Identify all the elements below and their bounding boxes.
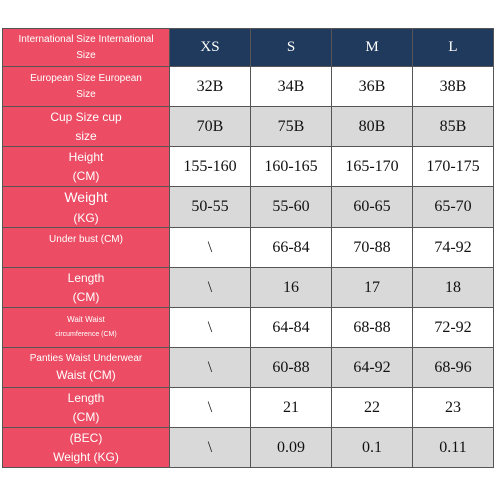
table-cell: 75B <box>250 106 332 147</box>
table-cell: 60-65 <box>331 185 413 229</box>
table-cell: 72-92 <box>412 307 494 349</box>
row-label-line1: (BEC) <box>69 431 103 446</box>
row-label-length-bottom: Length (CM) <box>2 387 170 429</box>
table-cell: \ <box>169 267 251 309</box>
row-label-line2: Weight (KG) <box>53 449 119 464</box>
table-cell: 55-60 <box>250 185 332 229</box>
table-cell: 23 <box>412 387 494 429</box>
row-label-bec-weight: (BEC) Weight (KG) <box>2 427 170 469</box>
size-chart-table: International Size International Size XS… <box>2 28 494 469</box>
row-label-line1: European Size European <box>30 73 142 84</box>
table-row: Cup Size cup size 70B 75B 80B 85B <box>2 106 494 147</box>
row-label-european-size: European Size European Size <box>2 66 170 107</box>
table-cell: 170-175 <box>412 146 494 187</box>
row-label-line2: size <box>75 128 97 143</box>
table-cell: 66-84 <box>250 227 332 269</box>
table-cell: 60-88 <box>250 347 332 389</box>
table-cell: 165-170 <box>331 146 413 187</box>
table-row: Weight (KG) 50-55 55-60 60-65 65-70 <box>2 185 494 229</box>
table-cell: \ <box>169 427 251 469</box>
table-cell: 70B <box>169 106 251 147</box>
table-cell: \ <box>169 387 251 429</box>
table-cell: 70-88 <box>331 227 413 269</box>
size-header-m: M <box>331 28 413 67</box>
table-row: Height (CM) 155-160 160-165 165-170 170-… <box>2 146 494 187</box>
row-label-line1: Length <box>67 391 105 406</box>
table-cell: 85B <box>412 106 494 147</box>
row-label-line2: (CM) <box>72 168 100 183</box>
row-label-waist-circumference: Wait Waist circumference (CM) <box>2 307 170 349</box>
table-cell: 0.09 <box>250 427 332 469</box>
size-header-l: L <box>412 28 494 67</box>
table-cell: 155-160 <box>169 146 251 187</box>
size-header-s: S <box>250 28 332 67</box>
table-row: Under bust (CM) \ 66-84 70-88 74-92 <box>2 227 494 269</box>
table-row: Length (CM) \ 21 22 23 <box>2 387 494 429</box>
header-label-cell: International Size International Size <box>2 28 170 67</box>
table-cell: 160-165 <box>250 146 332 187</box>
row-label-length-top: Length (CM) <box>2 267 170 309</box>
table-row: Wait Waist circumference (CM) \ 64-84 68… <box>2 307 494 349</box>
size-header-xs: XS <box>169 28 251 67</box>
row-label-under-bust: Under bust (CM) <box>2 227 170 269</box>
row-label-line2: (KG) <box>73 210 99 225</box>
row-label-panties-waist: Panties Waist Underwear Waist (CM) <box>2 347 170 389</box>
row-label-line2: (CM) <box>72 409 100 424</box>
row-label-line1: Weight <box>64 189 108 205</box>
table-row: European Size European Size 32B 34B 36B … <box>2 66 494 107</box>
table-cell: \ <box>169 227 251 269</box>
table-cell: 64-92 <box>331 347 413 389</box>
table-cell: 68-88 <box>331 307 413 349</box>
row-label-weight: Weight (KG) <box>2 185 170 229</box>
table-cell: 74-92 <box>412 227 494 269</box>
table-cell: 17 <box>331 267 413 309</box>
table-cell: 22 <box>331 387 413 429</box>
table-cell: 80B <box>331 106 413 147</box>
header-row: International Size International Size XS… <box>2 28 494 67</box>
row-label-line1: Panties Waist Underwear <box>29 352 143 364</box>
row-label-line2: Waist (CM) <box>56 368 116 383</box>
table-cell: 18 <box>412 267 494 309</box>
row-label-line1: Height <box>68 149 104 164</box>
table-row: (BEC) Weight (KG) \ 0.09 0.1 0.11 <box>2 427 494 469</box>
table-cell: \ <box>169 307 251 349</box>
table-row: Length (CM) \ 16 17 18 <box>2 267 494 309</box>
row-label-line1: Length <box>67 271 105 286</box>
row-label-line1: Under bust (CM) <box>49 234 123 246</box>
row-label-line2: circumference (CM) <box>55 331 117 339</box>
table-cell: 36B <box>331 66 413 107</box>
table-cell: 65-70 <box>412 185 494 229</box>
row-label-line2: Size <box>76 88 96 100</box>
table-cell: 0.1 <box>331 427 413 469</box>
table-cell: \ <box>169 347 251 389</box>
table-cell: 68-96 <box>412 347 494 389</box>
row-label-line2: (CM) <box>72 289 100 304</box>
table-cell: 34B <box>250 66 332 107</box>
table-row: Panties Waist Underwear Waist (CM) \ 60-… <box>2 347 494 389</box>
header-label-line2: Size <box>76 49 96 61</box>
table-cell: 21 <box>250 387 332 429</box>
table-cell: 38B <box>412 66 494 107</box>
table-cell: 50-55 <box>169 185 251 229</box>
row-label-line1: Wait Waist <box>67 314 105 324</box>
header-label-line1: International Size International <box>18 34 154 45</box>
table-cell: 0.11 <box>412 427 494 469</box>
table-cell: 64-84 <box>250 307 332 349</box>
table-cell: 32B <box>169 66 251 107</box>
row-label-cup-size: Cup Size cup size <box>2 106 170 147</box>
row-label-line1: Cup Size cup <box>50 109 122 124</box>
table-cell: 16 <box>250 267 332 309</box>
row-label-height: Height (CM) <box>2 146 170 187</box>
